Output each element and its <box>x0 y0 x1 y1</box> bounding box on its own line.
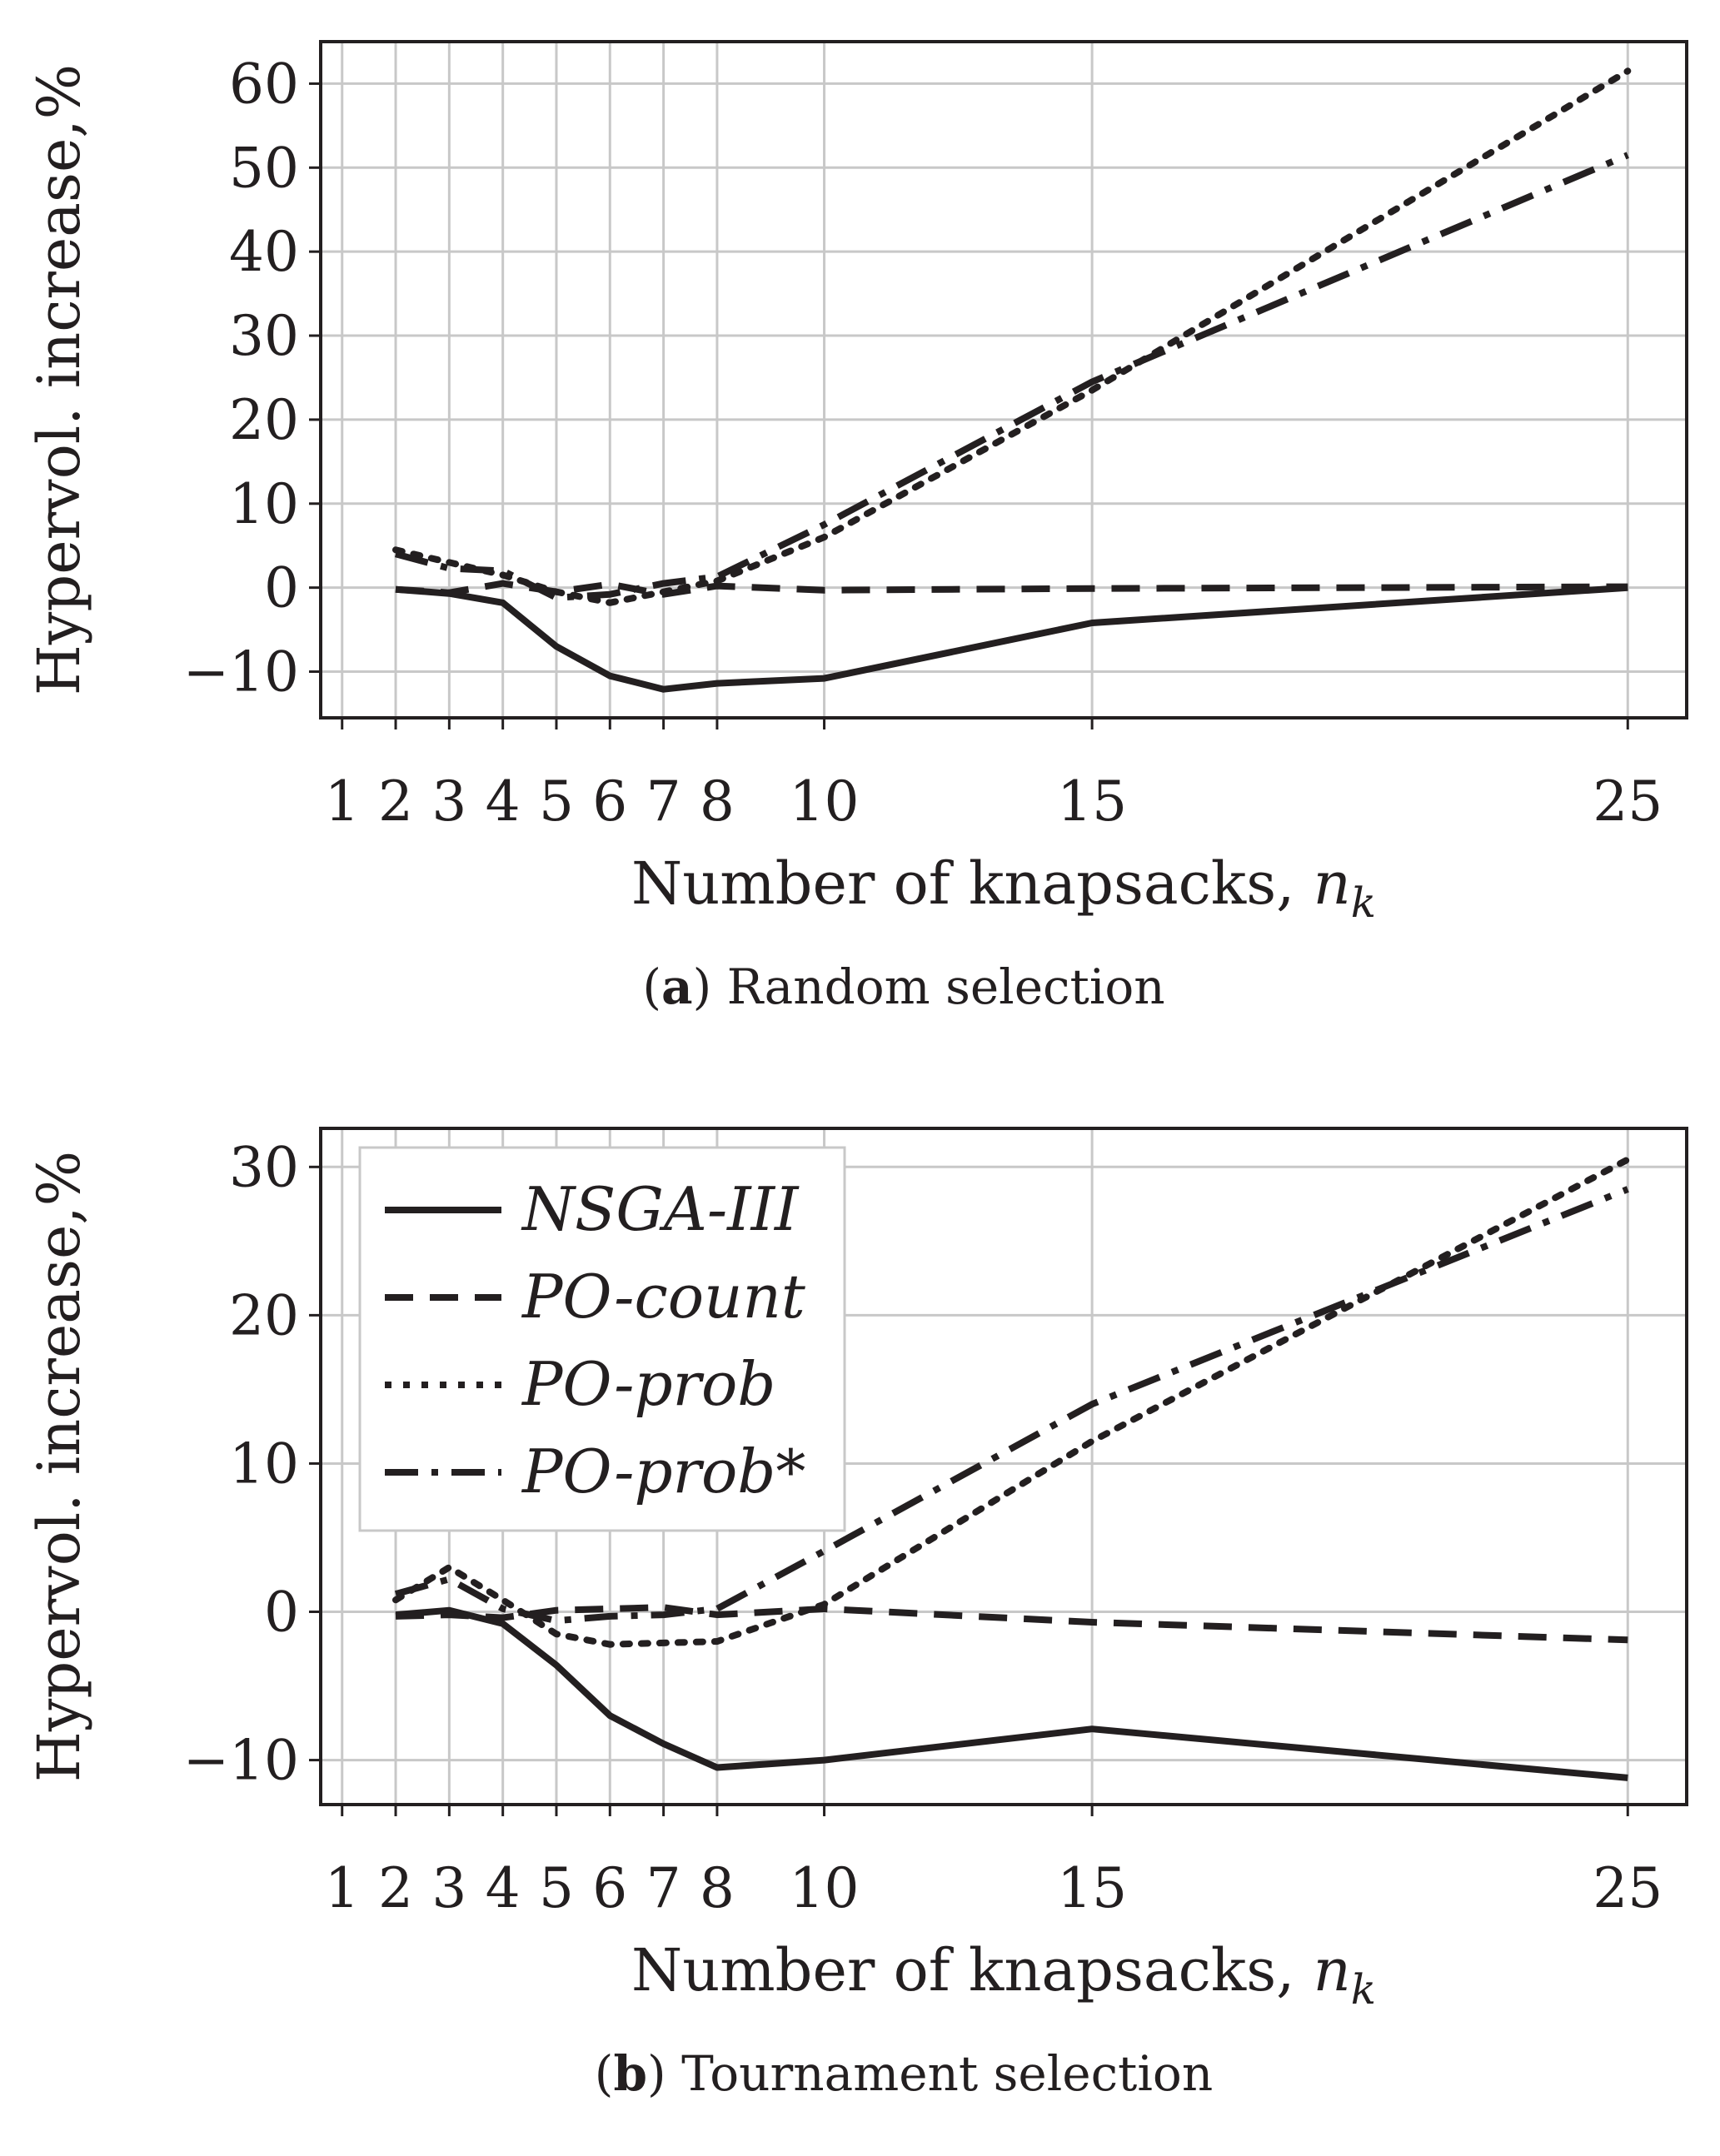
caption-label: b <box>613 2045 647 2102</box>
x-tick-label: 6 <box>592 769 627 834</box>
series-line-po-prob-star <box>394 1186 1629 1625</box>
series-line-nsga-iii <box>395 1606 1628 1781</box>
y-tick-label: 30 <box>229 304 299 368</box>
x-axis-label-text: Number of knapsacks, <box>631 849 1314 918</box>
x-tick-label: 1 <box>325 769 360 834</box>
legend: NSGA-III PO-count PO-prob PO-prob* <box>358 1146 846 1532</box>
caption-paren: ( <box>595 2045 614 2102</box>
x-tick-label: 10 <box>790 769 860 834</box>
x-tick-label: 4 <box>486 769 521 834</box>
x-tick-label: 5 <box>539 1856 574 1920</box>
caption-paren: ( <box>642 958 661 1015</box>
series-line-po-prob <box>392 1156 1632 1648</box>
x-axis-label-subscript: k <box>1351 1965 1376 2014</box>
y-axis-label: Hypervol. increase,% <box>25 64 93 695</box>
plot-frame <box>319 1127 1688 1806</box>
x-tick-label: 2 <box>378 1856 413 1920</box>
x-tick-label: 6 <box>592 1856 627 1920</box>
caption-paren: ) <box>693 958 727 1015</box>
panel-caption: (a) Random selection <box>642 958 1164 1015</box>
y-tick-label: 0 <box>264 556 299 620</box>
series-line-nsga-iii <box>395 584 1628 693</box>
x-axis-label-math: n <box>1314 1936 1351 2004</box>
x-tick-label: 5 <box>539 769 574 834</box>
legend-entry-label: NSGA-III <box>521 1174 800 1244</box>
x-tick-label: 15 <box>1057 769 1127 834</box>
x-tick-label: 4 <box>486 1856 521 1920</box>
chart-panel-a: 1 2 3 4 5 6 7 8 10 15 25 −10 0 10 20 30 40 50 60 Hypervol. … <box>25 40 1688 1015</box>
x-tick-label: 15 <box>1057 1856 1127 1920</box>
y-tick-label: 20 <box>229 1283 299 1347</box>
y-tick-label: 50 <box>229 136 299 200</box>
panel-caption: (b) Tournament selection <box>595 2045 1213 2102</box>
x-tick-label: 8 <box>700 769 735 834</box>
y-tick-label: 10 <box>229 1432 299 1496</box>
x-axis-label-text: Number of knapsacks, <box>631 1936 1314 2004</box>
legend-entry-label: PO-prob <box>521 1349 775 1419</box>
x-axis-label-subscript: k <box>1351 879 1376 927</box>
chart-panel-b: 1 2 3 4 5 6 7 8 10 15 25 −10 0 10 20 30 Hypervol. increa… <box>25 1127 1688 2102</box>
y-axis-label: Hypervol. increase,% <box>25 1151 93 1782</box>
x-tick-label: 25 <box>1593 1856 1663 1920</box>
x-tick-label: 25 <box>1593 769 1663 834</box>
caption-paren: ) <box>647 2045 681 2102</box>
x-axis-label-math: n <box>1314 849 1351 918</box>
caption-text: Random selection <box>727 958 1165 1015</box>
x-tick-label: 2 <box>378 769 413 834</box>
y-tick-label: −10 <box>183 640 299 705</box>
y-tick-label: 40 <box>229 220 299 284</box>
legend-entry-label: PO-count <box>521 1262 806 1332</box>
y-tick-label: −10 <box>183 1729 299 1793</box>
x-tick-label: 7 <box>646 769 681 834</box>
caption-label: a <box>661 958 693 1015</box>
caption-text: Tournament selection <box>681 2045 1213 2102</box>
x-tick-label: 3 <box>431 1856 466 1920</box>
y-tick-label: 20 <box>229 388 299 452</box>
y-tick-label: 30 <box>229 1135 299 1199</box>
x-axis-label: Number of knapsacks, nk <box>631 1936 1376 2014</box>
plot-frame <box>319 40 1688 719</box>
x-tick-label: 3 <box>431 769 466 834</box>
legend-entry-label: PO-prob* <box>521 1437 805 1506</box>
x-tick-label: 7 <box>646 1856 681 1920</box>
x-axis-label: Number of knapsacks, nk <box>631 849 1376 927</box>
series-line-po-prob-star <box>394 152 1629 601</box>
y-tick-label: 10 <box>229 472 299 536</box>
x-tick-label: 10 <box>790 1856 860 1920</box>
y-tick-label: 60 <box>229 52 299 116</box>
series-line-po-prob <box>392 67 1632 606</box>
y-tick-label: 0 <box>264 1581 299 1645</box>
x-tick-label: 8 <box>700 1856 735 1920</box>
x-tick-label: 1 <box>325 1856 360 1920</box>
series-line-po-count <box>395 1604 1628 1644</box>
